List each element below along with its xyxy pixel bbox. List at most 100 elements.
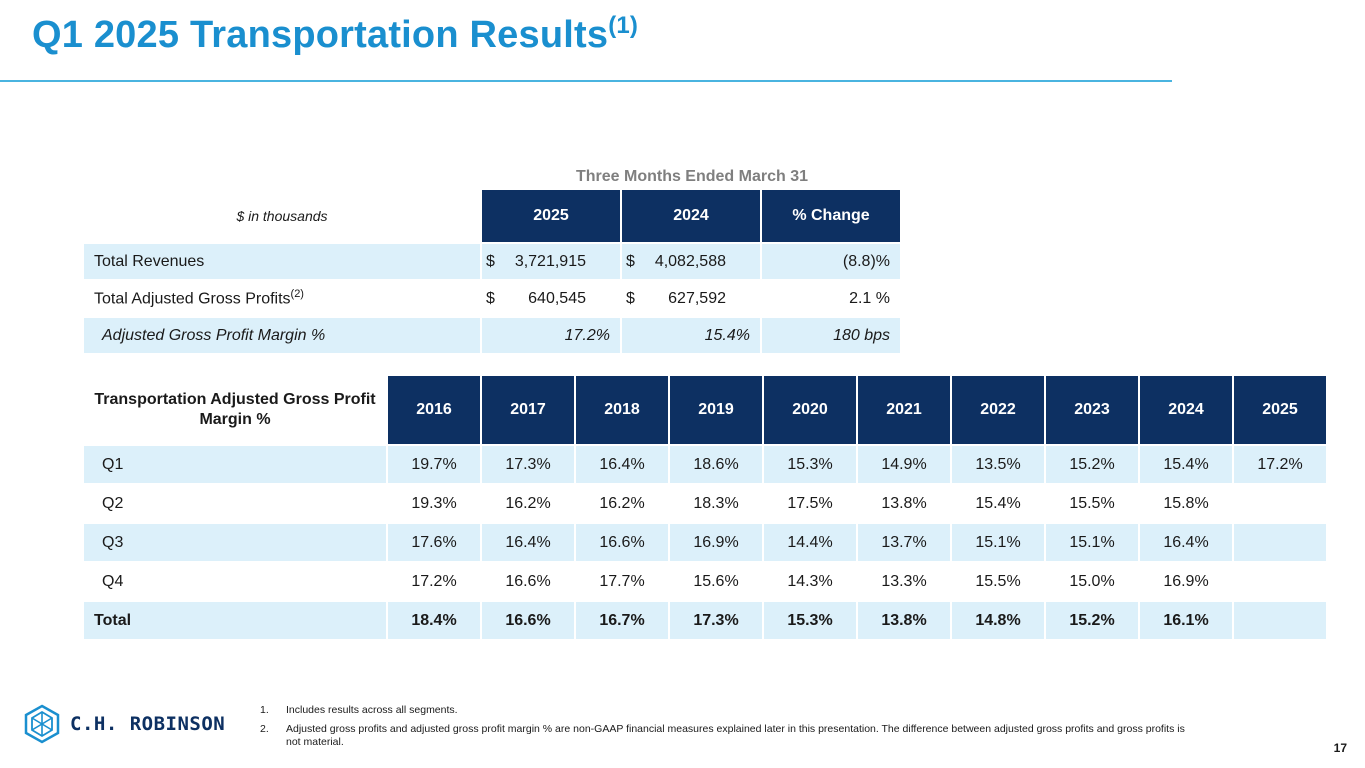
margin-value-cell: 16.7%	[576, 602, 668, 639]
margin-value-cell: 16.9%	[670, 524, 762, 561]
row-label: Q2	[102, 494, 124, 512]
year-header-2017: 2017	[482, 376, 574, 444]
summary-row-margin: Adjusted Gross Profit Margin % 17.2% 15.…	[84, 318, 900, 353]
margin-value-cell: 15.1%	[1046, 524, 1138, 561]
margin-value-cell: 14.8%	[952, 602, 1044, 639]
margin-value-cell: 15.2%	[1046, 446, 1138, 483]
margin-value-cell: 16.4%	[1140, 524, 1232, 561]
company-logo: C.H. ROBINSON	[24, 704, 225, 744]
margin-table: Transportation Adjusted Gross Profit Mar…	[82, 374, 1328, 641]
year-header-2018: 2018	[576, 376, 668, 444]
margin-value-cell: 19.7%	[388, 446, 480, 483]
margin-value-cell: 15.1%	[952, 524, 1044, 561]
margin-value-cell: 13.5%	[952, 446, 1044, 483]
margin-value-cell: 16.2%	[599, 494, 645, 512]
margin-value-cell	[1234, 524, 1326, 561]
margin-value-cell: 16.2%	[505, 494, 551, 512]
margin-value-cell: 17.2%	[1234, 446, 1326, 483]
summary-table-caption: Three Months Ended March 31	[575, 168, 809, 185]
value-cell: 15.4%	[622, 318, 760, 353]
title-divider	[0, 80, 1172, 82]
margin-value-cell: 17.3%	[482, 446, 574, 483]
margin-value-cell: 15.0%	[1069, 572, 1115, 590]
margin-value-cell: 16.4%	[482, 524, 574, 561]
value: 627,592	[668, 289, 726, 307]
currency-symbol: $	[486, 252, 495, 270]
margin-value-cell: 15.6%	[693, 572, 739, 590]
margin-value-cell: 16.6%	[482, 602, 574, 639]
year-header-2023: 2023	[1046, 376, 1138, 444]
margin-value-cell: 15.5%	[1069, 494, 1115, 512]
margin-row-q3: Q3 17.6% 16.4% 16.6% 16.9% 14.4% 13.7% 15.1% 15.…	[84, 524, 1326, 561]
summary-row-gross-profits: Total Adjusted Gross Profits(2) $640,545…	[84, 281, 900, 316]
margin-value-cell: 17.7%	[599, 572, 645, 590]
summary-row-revenues: Total Revenues $3,721,915 $4,082,588 (8.…	[84, 244, 900, 279]
unit-label: $ in thousands	[236, 208, 328, 224]
margin-value-cell: 14.3%	[787, 572, 833, 590]
value-cell: $627,592	[622, 281, 760, 316]
footnote-item: 2. Adjusted gross profits and adjusted g…	[260, 723, 1200, 749]
change-cell: 180 bps	[762, 318, 900, 353]
year-header-2022: 2022	[952, 376, 1044, 444]
value-cell: $640,545	[482, 281, 620, 316]
margin-value-cell	[1234, 485, 1326, 522]
margin-value-cell: 15.3%	[764, 446, 856, 483]
margin-row-q4: Q4 17.2% 16.6% 17.7% 15.6% 14.3% 13.3% 15.5% 15.…	[84, 563, 1326, 600]
margin-value-cell: 13.3%	[881, 572, 927, 590]
row-label: Q1	[84, 446, 386, 483]
footnote-number: 2.	[260, 723, 269, 735]
hexagon-cube-icon	[24, 704, 60, 744]
margin-value-cell: 16.1%	[1140, 602, 1232, 639]
margin-value-cell: 13.8%	[858, 602, 950, 639]
value-cell: 17.2%	[482, 318, 620, 353]
year-header-2019: 2019	[670, 376, 762, 444]
year-header-2025: 2025	[1234, 376, 1326, 444]
summary-col-2025: 2025	[482, 190, 620, 242]
margin-value-cell: 14.4%	[764, 524, 856, 561]
value: 3,721,915	[514, 252, 586, 270]
value-cell: $4,082,588	[622, 244, 760, 279]
footnotes: 1. Includes results across all segments.…	[260, 704, 1200, 755]
margin-value-cell: 15.4%	[1140, 446, 1232, 483]
footnote-text: Adjusted gross profits and adjusted gros…	[286, 723, 1185, 748]
margin-header-row: Transportation Adjusted Gross Profit Mar…	[84, 376, 1326, 444]
margin-value-cell: 18.3%	[693, 494, 739, 512]
page-number: 17	[1333, 741, 1347, 755]
summary-table: $ in thousands 2025 2024 % Change Total …	[82, 188, 902, 355]
row-label: Q4	[102, 572, 124, 590]
margin-row-q1: Q1 19.7% 17.3% 16.4% 18.6% 15.3% 14.9% 13.5% 15.…	[84, 446, 1326, 483]
year-header-2024: 2024	[1140, 376, 1232, 444]
margin-value-cell: 15.4%	[975, 494, 1021, 512]
year-header-2020: 2020	[764, 376, 856, 444]
summary-header-row: $ in thousands 2025 2024 % Change	[84, 190, 900, 242]
page-title-text: Q1 2025 Transportation Results	[32, 14, 609, 56]
margin-value-cell: 15.5%	[975, 572, 1021, 590]
margin-value-cell: 15.3%	[764, 602, 856, 639]
margin-value-cell: 16.6%	[576, 524, 668, 561]
margin-value-cell: 17.3%	[670, 602, 762, 639]
margin-row-total: Total 18.4% 16.6% 16.7% 17.3% 15.3% 13.8% 14.8%…	[84, 602, 1326, 639]
currency-symbol: $	[626, 252, 635, 270]
row-label: Adjusted Gross Profit Margin %	[84, 318, 480, 353]
summary-col-change: % Change	[762, 190, 900, 242]
summary-col-2024: 2024	[622, 190, 760, 242]
row-label: Total	[84, 602, 386, 639]
value: 640,545	[528, 289, 586, 307]
currency-symbol: $	[486, 289, 495, 307]
margin-value-cell	[1234, 563, 1326, 600]
footnote-item: 1. Includes results across all segments.	[260, 704, 1200, 717]
margin-value-cell: 19.3%	[411, 494, 457, 512]
currency-symbol: $	[626, 289, 635, 307]
footnote-text: Includes results across all segments.	[286, 704, 458, 716]
year-header-2016: 2016	[388, 376, 480, 444]
logo-text: C.H. ROBINSON	[70, 713, 226, 735]
margin-value-cell: 16.6%	[505, 572, 551, 590]
row-label-text: Total Adjusted Gross Profits	[94, 290, 291, 308]
change-cell: (8.8)%	[762, 244, 900, 279]
margin-value-cell: 13.8%	[881, 494, 927, 512]
margin-value-cell: 16.4%	[576, 446, 668, 483]
margin-value-cell: 14.9%	[858, 446, 950, 483]
margin-value-cell: 15.8%	[1163, 494, 1209, 512]
page-title: Q1 2025 Transportation Results(1)	[32, 12, 638, 57]
margin-value-cell	[1234, 602, 1326, 639]
